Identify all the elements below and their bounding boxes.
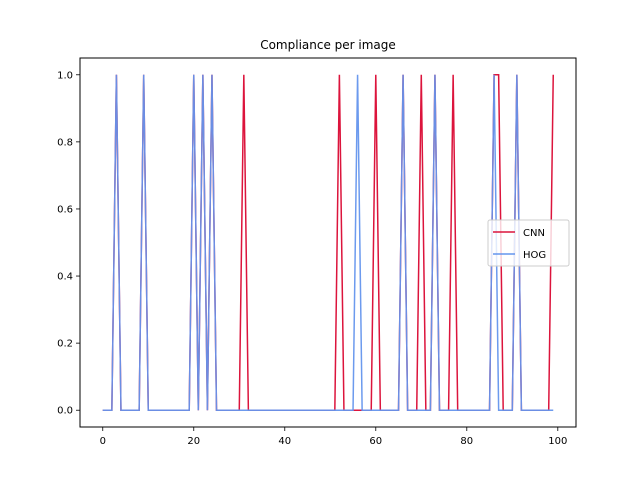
- x-tick-label: 60: [369, 436, 382, 447]
- legend-label-cnn: CNN: [523, 228, 545, 239]
- y-tick-label: 0.4: [57, 272, 73, 283]
- x-axis-ticks: 0 20 40 60 80 100: [100, 427, 567, 447]
- axes-layer: [79, 57, 577, 428]
- series-layer: [102, 74, 554, 411]
- x-tick-label: 80: [460, 436, 473, 447]
- legend-label-hog: HOG: [523, 250, 546, 261]
- legend: CNN HOG: [487, 219, 570, 267]
- y-tick-label: 1.0: [57, 70, 73, 81]
- y-tick-label: 0.0: [57, 406, 73, 417]
- y-tick-label: 0.8: [57, 137, 73, 148]
- chart-title: Compliance per image: [260, 38, 396, 52]
- axes-frame: [79, 57, 577, 428]
- x-tick-label: 100: [548, 436, 567, 447]
- y-axis-ticks: 0.0 0.2 0.4 0.6 0.8 1.0: [57, 70, 80, 417]
- x-tick-label: 0: [100, 436, 106, 447]
- y-tick-label: 0.6: [57, 204, 73, 215]
- x-tick-label: 40: [278, 436, 291, 447]
- y-tick-label: 0.2: [57, 339, 73, 350]
- series-line-hog: [102, 74, 554, 411]
- x-tick-label: 20: [187, 436, 200, 447]
